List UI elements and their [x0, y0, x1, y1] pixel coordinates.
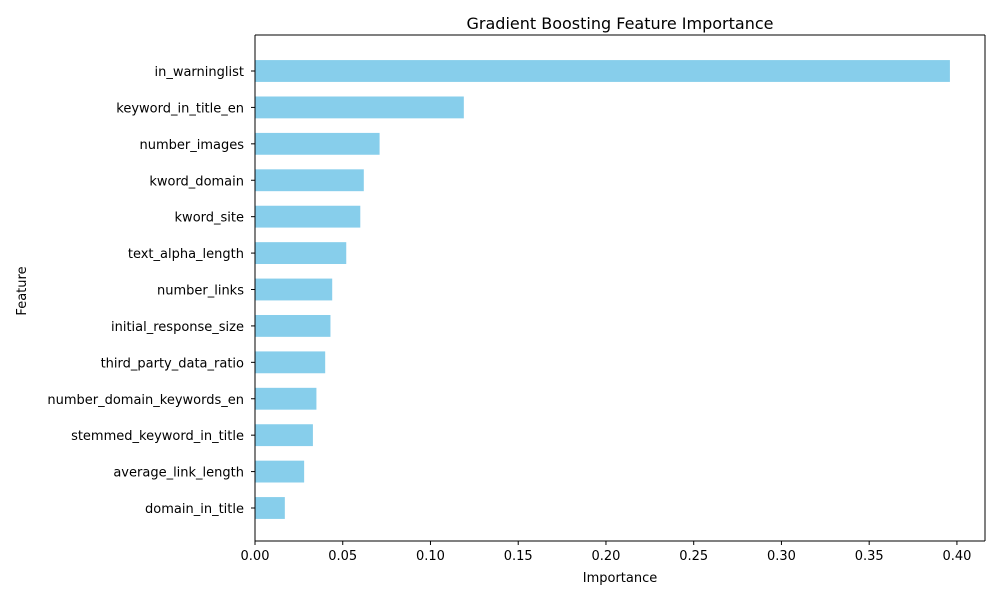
y-tick-label: in_warninglist [154, 65, 244, 80]
y-tick-label: number_links [157, 284, 244, 299]
x-tick-label: 0.40 [942, 549, 971, 564]
bar-keyword_in_title_en [255, 96, 464, 119]
bar-number_images [255, 132, 380, 155]
x-tick-label: 0.15 [504, 549, 533, 564]
x-tick-label: 0.05 [328, 549, 357, 564]
bar-text_alpha_length [255, 242, 347, 265]
y-tick-label: kword_domain [149, 174, 244, 189]
y-tick-label: kword_site [175, 211, 244, 226]
bar-kword_site [255, 205, 361, 228]
y-tick-label: domain_in_title [145, 502, 244, 517]
x-tick-label: 0.00 [241, 549, 270, 564]
bar-domain_in_title [255, 497, 285, 519]
x-tick-label: 0.20 [591, 549, 620, 564]
y-axis-ticks: in_warninglist keyword_in_title_en number_… [47, 65, 255, 517]
y-tick-label: keyword_in_title_en [116, 101, 244, 116]
y-tick-label: average_link_length [113, 466, 244, 481]
y-tick-label: third_party_data_ratio [101, 356, 244, 371]
bar-in_warninglist [255, 60, 950, 82]
x-tick-label: 0.25 [679, 549, 708, 564]
x-axis-ticks: 0.00 0.05 0.10 0.15 0.20 0.25 0.30 0.35 0.40 [241, 541, 971, 564]
y-tick-label: text_alpha_length [128, 247, 244, 262]
bar-average_link_length [255, 460, 305, 483]
x-axis-label: Importance [583, 571, 658, 586]
y-tick-label: initial_response_size [111, 320, 244, 335]
bar-initial_response_size [255, 314, 331, 337]
y-tick-label: number_images [139, 138, 244, 153]
y-tick-label: number_domain_keywords_en [47, 393, 244, 408]
bar-kword_domain [255, 169, 364, 192]
x-tick-label: 0.10 [416, 549, 445, 564]
bar-number_domain_keywords_en [255, 387, 317, 410]
bar-number_links [255, 278, 333, 301]
bar-third_party_data_ratio [255, 351, 326, 374]
bars-group [255, 60, 950, 519]
x-tick-label: 0.30 [767, 549, 796, 564]
chart-title: Gradient Boosting Feature Importance [467, 14, 774, 33]
y-axis-label: Feature [15, 266, 30, 315]
x-tick-label: 0.35 [855, 549, 884, 564]
bar-stemmed_keyword_in_title [255, 424, 313, 447]
plot-frame [254, 34, 986, 542]
y-tick-label: stemmed_keyword_in_title [71, 429, 244, 444]
